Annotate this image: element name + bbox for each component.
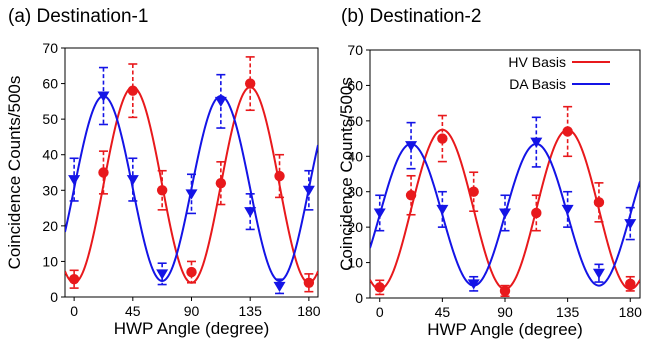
red-series-point xyxy=(98,167,109,178)
y-tick-label: 10 xyxy=(347,255,363,271)
hv-basis-point xyxy=(499,285,511,297)
x-tick-label: 0 xyxy=(70,303,78,319)
red-series-point xyxy=(68,274,80,285)
panel-title-b: (b) Destination-2 xyxy=(341,6,482,27)
da-basis-point xyxy=(499,208,511,219)
da-basis-point xyxy=(561,204,574,216)
y-tick-label: 30 xyxy=(42,182,58,198)
y-tick-label: 0 xyxy=(50,289,58,305)
blue-series-point xyxy=(185,189,198,200)
panel-title-a: (a) Destination-1 xyxy=(8,6,149,27)
legend-label: HV Basis xyxy=(508,54,566,70)
x-tick-label: 0 xyxy=(376,304,384,320)
x-tick-label: 90 xyxy=(497,304,513,320)
x-axis-label: HWP Angle (degree) xyxy=(114,319,270,338)
blue-series-point xyxy=(302,185,315,196)
blue-series-point xyxy=(126,175,139,186)
y-tick-label: 70 xyxy=(347,42,363,58)
x-tick-label: 135 xyxy=(239,303,263,319)
x-tick-label: 180 xyxy=(619,304,643,320)
da-basis-point xyxy=(436,204,449,216)
y-tick-label: 60 xyxy=(42,76,58,92)
da-basis-point xyxy=(405,141,418,152)
x-tick-label: 45 xyxy=(125,303,141,319)
hv-basis-point xyxy=(468,186,479,197)
y-tick-label: 20 xyxy=(347,219,363,235)
hv-basis-point xyxy=(374,282,385,293)
y-tick-label: 70 xyxy=(42,40,58,56)
red-series-point xyxy=(127,85,139,96)
red-series-point xyxy=(215,177,227,189)
da-basis-point xyxy=(624,219,637,230)
hv-basis-point xyxy=(562,126,573,137)
chart-panel-a: 0 10 20 30 40 50 60 70 0 45 90 135 180 HWP Angle (deg… xyxy=(5,40,321,338)
hv-basis-point xyxy=(531,207,542,219)
x-tick-label: 135 xyxy=(556,304,580,320)
y-tick-label: 10 xyxy=(42,253,58,269)
blue-series-point xyxy=(273,281,286,293)
y-tick-label: 40 xyxy=(42,147,58,163)
blue-series-point xyxy=(68,175,81,186)
y-tick-label: 60 xyxy=(347,77,363,93)
da-basis-point xyxy=(530,137,543,148)
hv-basis-point xyxy=(625,278,636,290)
chart-panel-b: 0 10 20 30 40 50 60 70 0 45 90 135 180 HWP Angle (deg… xyxy=(337,42,642,339)
hv-basis-point xyxy=(593,197,605,208)
legend: HV Basis DA Basis xyxy=(508,54,610,92)
red-series-point xyxy=(244,78,256,89)
y-axis-label: Coincidence Counts/500s xyxy=(5,76,24,270)
y-tick-label: 50 xyxy=(347,113,363,129)
y-tick-label: 20 xyxy=(42,218,58,234)
da-basis-point xyxy=(592,268,605,279)
y-tick-label: 40 xyxy=(347,148,363,164)
legend-label: DA Basis xyxy=(509,76,566,92)
blue-series-point xyxy=(97,91,110,102)
hv-basis-point xyxy=(405,190,417,201)
y-tick-label: 0 xyxy=(355,290,363,306)
x-tick-label: 90 xyxy=(184,303,200,319)
y-tick-label: 50 xyxy=(42,111,58,127)
x-axis-label: HWP Angle (degree) xyxy=(427,320,583,339)
red-series-point xyxy=(303,277,315,288)
red-series-point xyxy=(186,266,197,278)
x-tick-label: 180 xyxy=(297,303,321,319)
x-tick-label: 45 xyxy=(435,304,451,320)
blue-series-point xyxy=(244,207,257,218)
red-series-point xyxy=(274,170,285,182)
y-tick-label: 30 xyxy=(347,184,363,200)
blue-series-point xyxy=(156,269,169,280)
plot-frame xyxy=(369,49,641,299)
hv-basis-point xyxy=(437,133,448,144)
red-series-point xyxy=(156,185,168,196)
y-axis-label: Coincidence Counts/500s xyxy=(337,77,356,271)
da-basis-point xyxy=(373,208,386,219)
da-basis-point xyxy=(467,279,480,290)
blue-series-point xyxy=(214,96,227,108)
